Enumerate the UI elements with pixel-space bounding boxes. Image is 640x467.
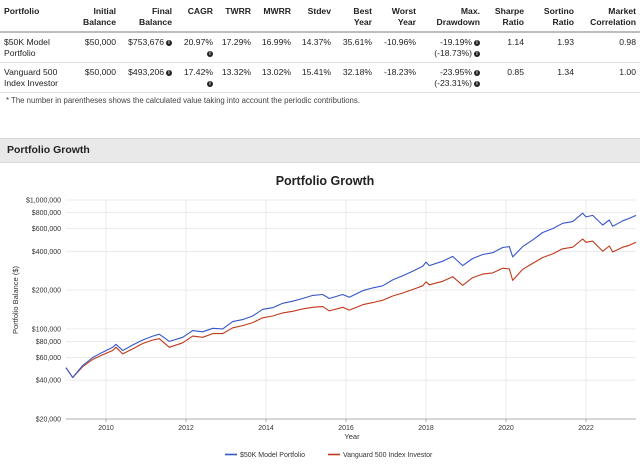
info-circle-icon[interactable]: i: [207, 80, 213, 87]
column-header-twrr[interactable]: TWRR: [217, 0, 255, 33]
column-header-max-drawdown[interactable]: Max. Drawdown: [420, 0, 484, 33]
column-header-market-correlation[interactable]: Market Correlation: [578, 0, 640, 33]
chart-legend: $50K Model Portfolio Vanguard 500 Index I…: [225, 452, 433, 459]
sortino-ratio-cell: 1.34: [528, 62, 578, 93]
table-row: Vanguard 500 Index Investor $50,000 $493,…: [0, 62, 640, 93]
x-tick-label: 2010: [98, 425, 114, 432]
y-tick-label: $600,000: [32, 226, 61, 233]
x-tick-label: 2020: [498, 425, 514, 432]
column-header-portfolio[interactable]: Portfolio: [0, 0, 70, 33]
column-header-mwrr[interactable]: MWRR: [255, 0, 295, 33]
chart-series: [65, 212, 637, 379]
twrr-cell: 17.29%: [217, 32, 255, 63]
worst-year-cell: -10.96%: [376, 32, 420, 63]
worst-year-cell: -18.23%: [376, 62, 420, 93]
best-year-cell: 35.61%: [335, 32, 376, 63]
y-tick-label: $100,000: [32, 326, 61, 333]
column-header-worst-year[interactable]: Worst Year: [376, 0, 420, 33]
portfolio-growth-section-header: Portfolio Growth: [0, 138, 640, 163]
y-tick-label: $400,000: [32, 249, 61, 256]
column-header-cagr[interactable]: CAGR: [176, 0, 217, 33]
stdev-cell: 15.41%: [295, 62, 335, 93]
legend-label: Vanguard 500 Index Investor: [343, 452, 433, 459]
market-correlation-cell: 0.98: [578, 32, 640, 63]
sortino-ratio-cell: 1.93: [528, 32, 578, 63]
initial-balance-cell: $50,000: [70, 62, 120, 93]
legend-item[interactable]: $50K Model Portfolio: [225, 452, 305, 459]
sharpe-ratio-cell: 0.85: [484, 62, 528, 93]
column-header-sharpe-ratio[interactable]: Sharpe Ratio: [484, 0, 528, 33]
y-tick-label: $80,000: [36, 339, 61, 346]
chart-title: Portfolio Growth: [276, 174, 375, 188]
y-tick-label: $60,000: [36, 355, 61, 362]
final-balance-cell: $493,206 i: [120, 62, 176, 93]
legend-item[interactable]: Vanguard 500 Index Investor: [328, 452, 433, 459]
x-axis-label: Year: [344, 432, 360, 441]
column-header-final-balance[interactable]: Final Balance: [120, 0, 176, 33]
legend-label: $50K Model Portfolio: [240, 452, 305, 459]
info-circle-icon[interactable]: i: [207, 50, 213, 57]
initial-balance-cell: $50,000: [70, 32, 120, 63]
section-title: Portfolio Growth: [7, 144, 90, 156]
column-header-initial-balance[interactable]: Initial Balance: [70, 0, 120, 33]
y-tick-label: $200,000: [32, 288, 61, 295]
mwrr-cell: 16.99%: [255, 32, 295, 63]
stdev-cell: 14.37%: [295, 32, 335, 63]
x-tick-label: 2016: [338, 425, 354, 432]
series-line-50k-model-portfolio: [65, 212, 637, 379]
y-tick-label: $1,000,000: [26, 198, 61, 205]
sharpe-ratio-cell: 1.14: [484, 32, 528, 63]
info-circle-icon[interactable]: i: [474, 69, 480, 76]
y-tick-label: $40,000: [36, 378, 61, 385]
info-circle-icon[interactable]: i: [474, 39, 480, 46]
cagr-cell: 17.42%i: [176, 62, 217, 93]
portfolio-name: Vanguard 500 Index Investor: [0, 62, 70, 93]
performance-summary-table: Portfolio Initial Balance Final Balance CA…: [0, 0, 640, 93]
portfolio-name: $50K Model Portfolio: [0, 32, 70, 63]
y-tick-label: $20,000: [36, 417, 61, 424]
column-header-sortino-ratio[interactable]: Sortino Ratio: [528, 0, 578, 33]
x-tick-label: 2012: [178, 425, 194, 432]
info-circle-icon[interactable]: i: [474, 50, 480, 57]
table-row: $50K Model Portfolio $50,000 $753,676 i 20…: [0, 32, 640, 63]
y-axis-label: Portfolio Balance ($): [11, 266, 20, 334]
x-tick-label: 2014: [258, 425, 274, 432]
table-footnote: * The number in parentheses shows the ca…: [6, 96, 360, 105]
chart-axes: $20,000 $40,000 $60,000 $80,000 $100,000 $200…: [26, 198, 636, 432]
info-circle-icon[interactable]: i: [474, 80, 480, 87]
chart-gridlines: [66, 199, 636, 420]
info-circle-icon[interactable]: i: [166, 39, 172, 46]
y-tick-label: $800,000: [32, 210, 61, 217]
column-header-best-year[interactable]: Best Year: [335, 0, 376, 33]
portfolio-growth-chart: Portfolio Growth $20,000 $40,000 $60,000 $8…: [11, 174, 637, 459]
best-year-cell: 32.18%: [335, 62, 376, 93]
x-tick-label: 2018: [418, 425, 434, 432]
market-correlation-cell: 1.00: [578, 62, 640, 93]
mwrr-cell: 13.02%: [255, 62, 295, 93]
series-line-vanguard-500-index-investor: [65, 238, 637, 379]
cagr-cell: 20.97%i: [176, 32, 217, 63]
info-circle-icon[interactable]: i: [166, 69, 172, 76]
max-drawdown-cell: -23.95% i (-23.31%) i: [420, 62, 484, 93]
twrr-cell: 13.32%: [217, 62, 255, 93]
table-header-row: Portfolio Initial Balance Final Balance CA…: [0, 0, 640, 33]
x-tick-label: 2022: [578, 425, 594, 432]
max-drawdown-cell: -19.19% i (-18.73%) i: [420, 32, 484, 63]
column-header-stdev[interactable]: Stdev: [295, 0, 335, 33]
final-balance-cell: $753,676 i: [120, 32, 176, 63]
